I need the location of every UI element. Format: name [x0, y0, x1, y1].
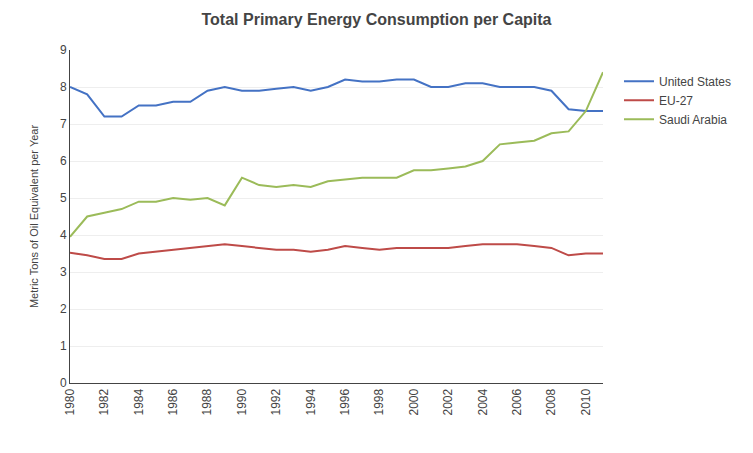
- svg-text:2000: 2000: [407, 388, 421, 415]
- svg-text:1986: 1986: [166, 388, 180, 415]
- svg-text:4: 4: [60, 228, 67, 242]
- svg-text:Metric Tons of Oil Equivalent: Metric Tons of Oil Equivalent per Year: [28, 125, 40, 309]
- svg-text:1998: 1998: [372, 388, 386, 415]
- svg-text:Saudi Arabia: Saudi Arabia: [659, 113, 727, 127]
- svg-text:EU-27: EU-27: [659, 94, 693, 108]
- svg-text:6: 6: [60, 154, 67, 168]
- svg-text:1980: 1980: [63, 388, 77, 415]
- svg-text:2004: 2004: [476, 388, 490, 415]
- svg-text:2002: 2002: [441, 388, 455, 415]
- svg-text:1982: 1982: [97, 388, 111, 415]
- svg-text:2010: 2010: [579, 388, 593, 415]
- svg-text:0: 0: [60, 376, 67, 390]
- svg-text:2: 2: [60, 302, 67, 316]
- svg-text:1990: 1990: [235, 388, 249, 415]
- svg-text:8: 8: [60, 80, 67, 94]
- svg-text:3: 3: [60, 265, 67, 279]
- svg-text:1992: 1992: [269, 388, 283, 415]
- svg-text:1: 1: [60, 339, 67, 353]
- svg-text:1984: 1984: [132, 388, 146, 415]
- svg-text:2006: 2006: [510, 388, 524, 415]
- svg-text:United States: United States: [659, 75, 731, 89]
- svg-text:5: 5: [60, 191, 67, 205]
- svg-text:9: 9: [60, 43, 67, 57]
- svg-text:1994: 1994: [304, 388, 318, 415]
- svg-text:1988: 1988: [200, 388, 214, 415]
- svg-text:7: 7: [60, 117, 67, 131]
- svg-text:Total Primary Energy Consumpti: Total Primary Energy Consumption per Cap…: [202, 11, 552, 28]
- svg-text:2008: 2008: [544, 388, 558, 415]
- svg-text:1996: 1996: [338, 388, 352, 415]
